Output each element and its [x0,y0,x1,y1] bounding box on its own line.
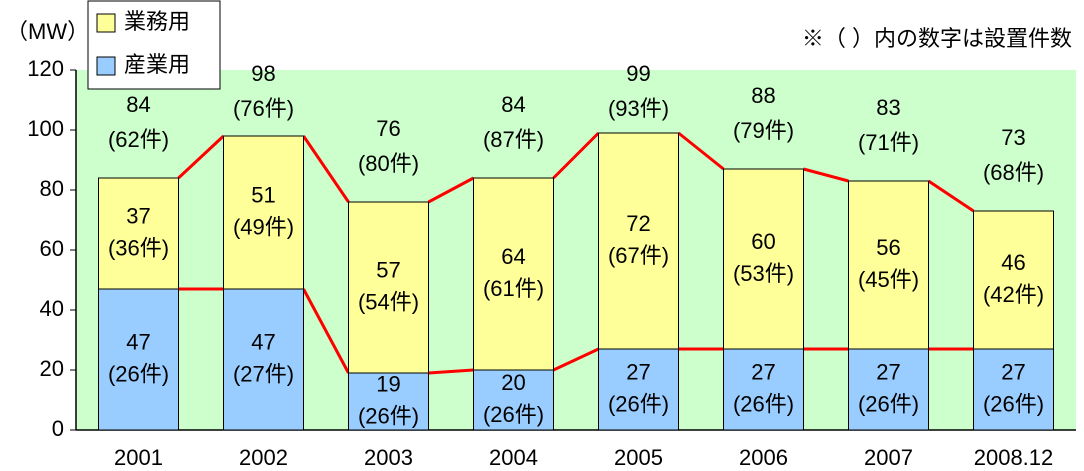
total-count-label: (71件) [858,130,919,155]
total-count-label: (80件) [358,151,419,176]
segment-label: 51 [251,182,275,207]
total-count-label: (76件) [233,96,294,121]
segment-label: 27 [876,359,900,384]
connector-line [552,347,600,372]
bar-segment [973,210,1054,350]
segment-label: 60 [751,229,775,254]
total-label: 98 [251,61,275,86]
total-label: 88 [751,83,775,108]
x-tick-label: 2007 [864,445,913,470]
bar-segment [973,348,1054,431]
segment-count-label: (26件) [983,391,1044,416]
bar-segment [598,348,679,431]
segment-label: 64 [501,244,525,269]
y-tick-label: 80 [40,176,64,201]
connector-line [552,131,600,180]
segment-count-label: (26件) [483,402,544,427]
bar-segment [98,288,179,431]
segment-count-label: (45件) [858,267,919,292]
connector-line [302,288,350,374]
segment-count-label: (26件) [733,391,794,416]
segment-count-label: (61件) [483,276,544,301]
legend-swatch [96,56,116,76]
segment-label: 19 [376,371,400,396]
connector-line [302,135,350,203]
total-count-label: (79件) [733,118,794,143]
total-label: 76 [376,116,400,141]
segment-label: 72 [626,211,650,236]
bar-segment [223,288,304,431]
x-tick-label: 2005 [614,445,663,470]
connector-line [427,176,475,204]
segment-count-label: (27件) [233,361,294,386]
connector-line [803,167,849,183]
segment-count-label: (26件) [108,361,169,386]
total-label: 73 [1001,125,1025,150]
segment-count-label: (26件) [358,403,419,428]
segment-label: 37 [126,203,150,228]
segment-count-label: (49件) [233,214,294,239]
connector-line [677,131,725,171]
segment-label: 20 [501,370,525,395]
total-label: 84 [501,92,525,117]
segment-count-label: (26件) [608,391,669,416]
segment-count-label: (54件) [358,289,419,314]
x-tick-label: 2001 [114,445,163,470]
x-tick-label: 2004 [489,445,538,470]
total-label: 99 [626,61,650,86]
bar-segment [598,132,679,350]
total-count-label: (62件) [108,127,169,152]
x-tick-label: 2003 [364,445,413,470]
y-tick-label: 20 [40,356,64,381]
segment-label: 27 [751,359,775,384]
bar-segment [348,372,429,431]
bar-segment [723,168,804,350]
bar-segment [223,135,304,290]
total-count-label: (87件) [483,127,544,152]
legend-label: 業務用 [124,9,190,34]
bar-segment [848,180,929,350]
x-tick-label: 2002 [239,445,288,470]
segment-count-label: (53件) [733,261,794,286]
connector-line [177,134,225,180]
connector-line [428,368,474,375]
y-axis-label: （MW） [6,19,89,44]
bar-segment [473,369,554,431]
bar-segment [848,348,929,431]
total-label: 83 [876,95,900,120]
segment-label: 47 [126,329,150,354]
bar-segment [723,348,804,431]
segment-count-label: (26件) [858,391,919,416]
segment-label: 57 [376,257,400,282]
y-tick-label: 40 [40,296,64,321]
total-count-label: (68件) [983,160,1044,185]
segment-label: 27 [1001,359,1025,384]
segment-count-label: (36件) [108,235,169,260]
y-tick-label: 120 [27,56,64,81]
note: ※（ ）内の数字は設置件数 [802,26,1072,51]
connector-line [927,179,975,213]
y-tick-label: 100 [27,116,64,141]
y-tick-label: 60 [40,236,64,261]
segment-label: 27 [626,359,650,384]
connectors [177,131,975,375]
total-label: 84 [126,92,150,117]
bar-segment [348,201,429,374]
x-tick-label: 2006 [739,445,788,470]
segment-count-label: (67件) [608,243,669,268]
segment-count-label: (42件) [983,282,1044,307]
segment-label: 46 [1001,250,1025,275]
segment-label: 47 [251,329,275,354]
x-tick-label: 2008.12 [974,445,1054,470]
y-tick-label: 0 [52,416,64,441]
segment-label: 56 [876,235,900,260]
legend-label: 産業用 [124,52,190,77]
bar-segment [98,177,179,290]
bar-segment [473,177,554,371]
total-count-label: (93件) [608,96,669,121]
legend-swatch [96,13,116,33]
